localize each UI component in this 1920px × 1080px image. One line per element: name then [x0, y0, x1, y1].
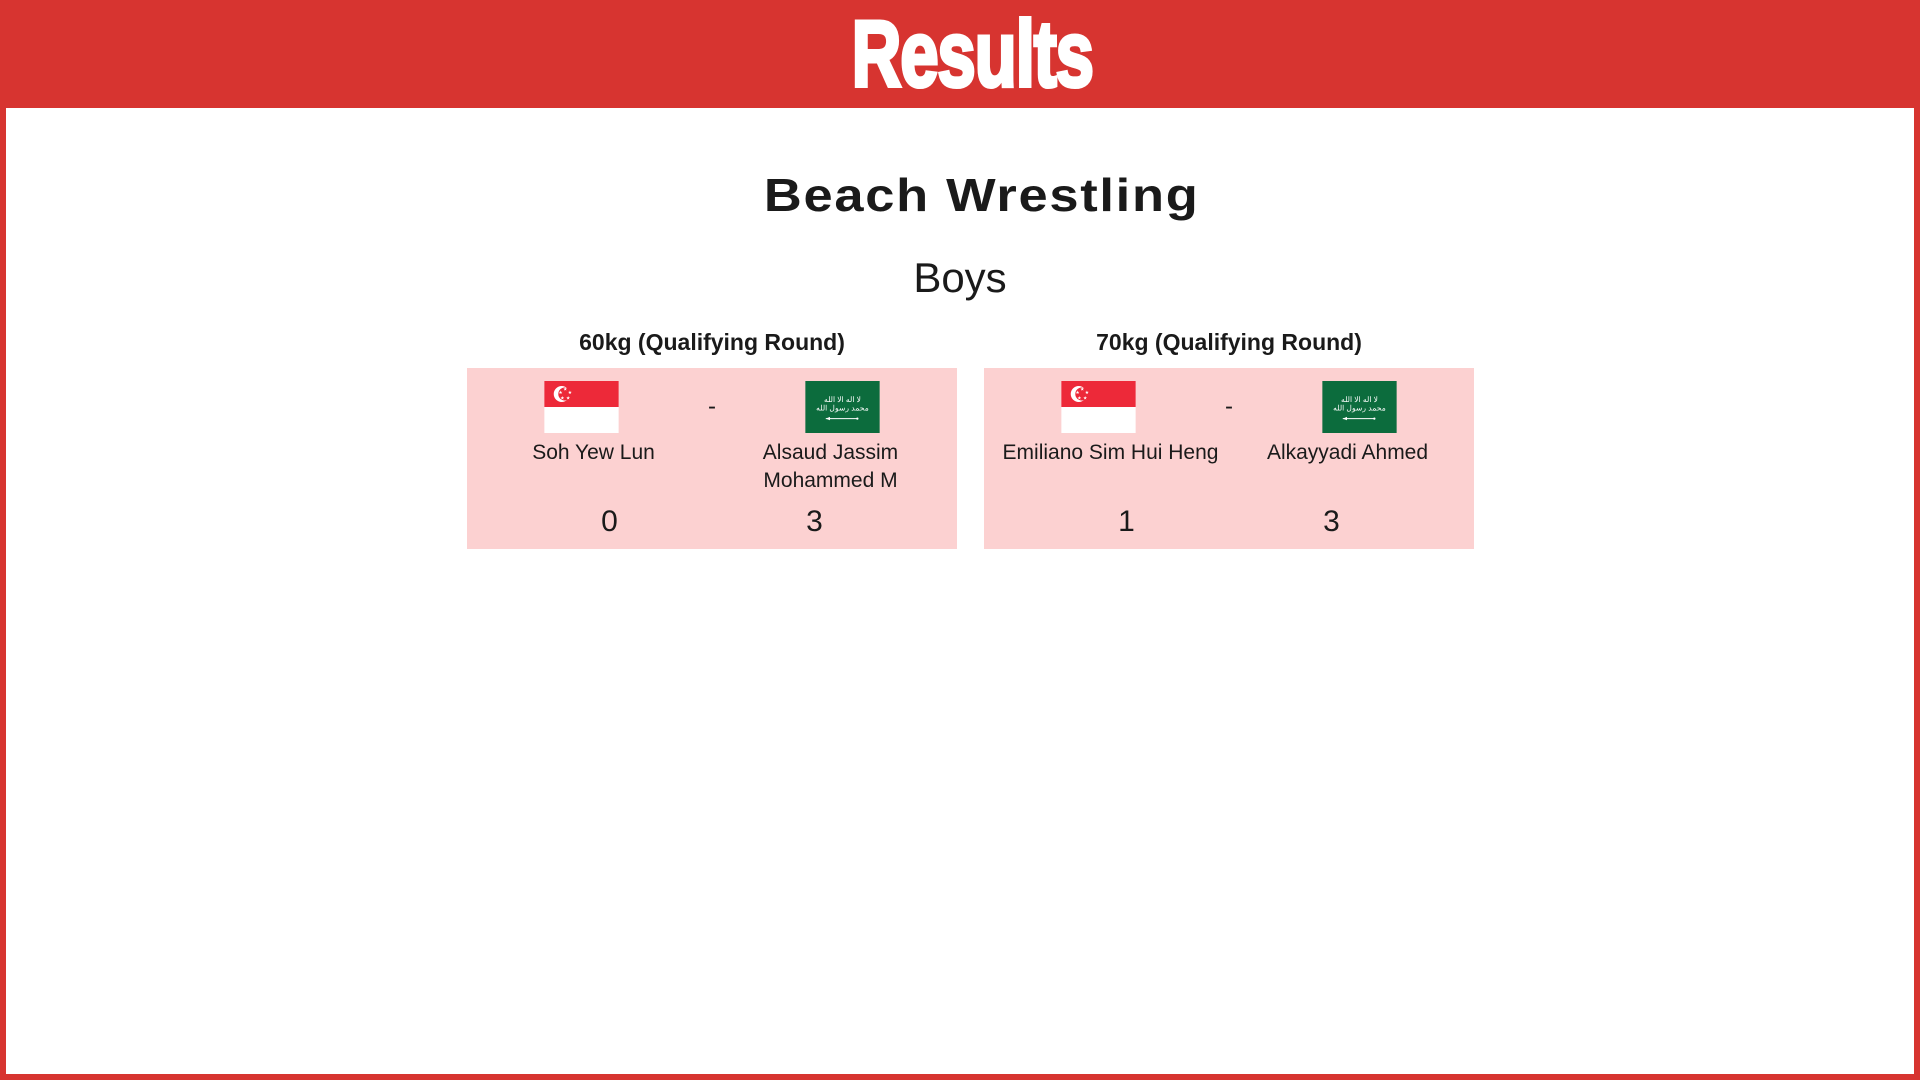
svg-text:لا اله الا الله: لا اله الا الله: [824, 395, 861, 404]
svg-text:محمد رسول الله: محمد رسول الله: [1333, 404, 1386, 413]
svg-text:لا اله الا الله: لا اله الا الله: [1341, 395, 1378, 404]
svg-text:محمد رسول الله: محمد رسول الله: [816, 404, 869, 413]
